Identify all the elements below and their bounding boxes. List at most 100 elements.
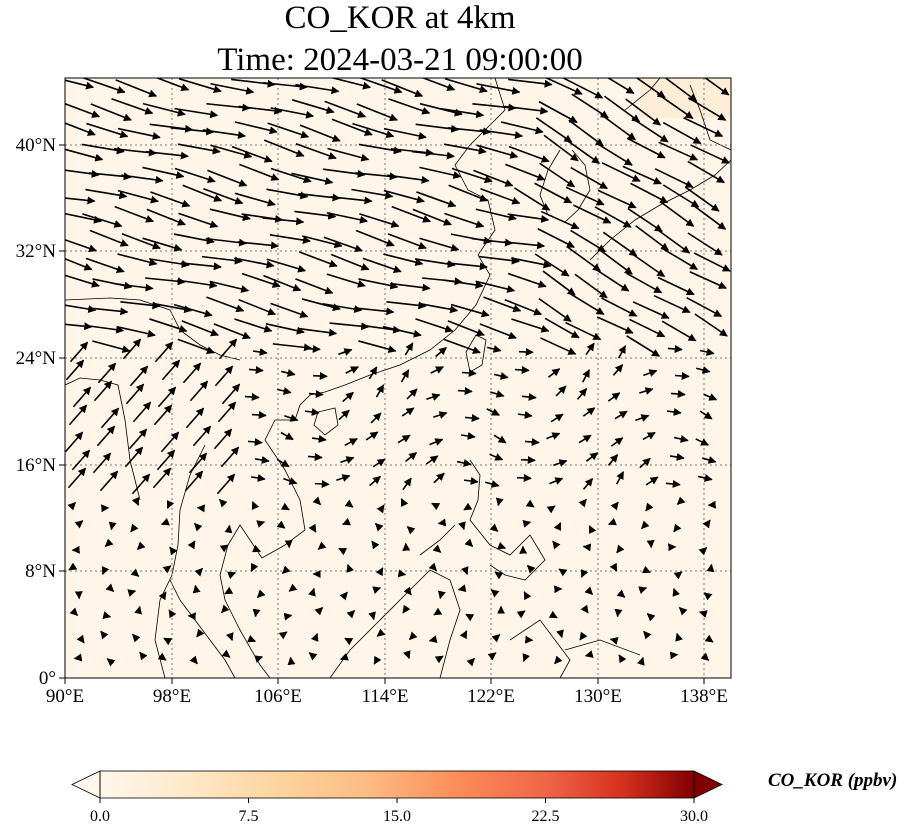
wind-arrow [330, 253, 370, 271]
wind-arrow [463, 502, 473, 511]
wind-arrow [546, 432, 561, 440]
wind-arrow [185, 407, 205, 429]
wind-arrow [234, 121, 278, 135]
wind-arrow [518, 347, 534, 356]
wind-arrow [372, 458, 386, 468]
wind-arrow [600, 113, 636, 141]
wind-arrow [464, 538, 474, 548]
wind-arrow [643, 630, 652, 640]
wind-arrow [238, 298, 277, 316]
taiwan-coast [465, 334, 487, 373]
wind-arrow [182, 184, 223, 202]
wind-arrow [434, 655, 444, 664]
wind-arrow [520, 455, 536, 464]
wind-arrow [375, 384, 385, 398]
wind-arrow [132, 633, 141, 643]
wind-arrow [339, 591, 348, 601]
wind-arrow [673, 435, 689, 443]
wind-arrow [74, 520, 84, 529]
wind-arrow [425, 455, 439, 465]
wind-arrow [295, 278, 334, 295]
wind-arrow [330, 195, 373, 205]
wind-arrow [65, 148, 104, 162]
wind-arrow [83, 78, 126, 94]
wind-arrow [317, 541, 327, 550]
wind-arrow [578, 434, 592, 444]
wind-arrow [400, 498, 409, 508]
wind-arrow [421, 78, 456, 91]
wind-arrow [388, 98, 431, 115]
wind-arrow [565, 321, 602, 341]
wind-arrow [513, 187, 551, 211]
wind-arrow [428, 635, 438, 644]
wind-arrow [302, 235, 343, 249]
wind-arrow [700, 652, 710, 661]
wind-arrow [96, 425, 116, 447]
wind-arrow [582, 478, 594, 490]
wind-arrow [92, 340, 131, 354]
wind-arrow [622, 165, 662, 185]
wind-arrow [280, 502, 290, 511]
wind-arrow [152, 302, 193, 314]
wind-arrow [383, 253, 424, 267]
wind-arrow [568, 119, 604, 147]
wind-arrow [704, 634, 714, 643]
wind-arrow [579, 631, 588, 641]
wind-arrow [504, 105, 549, 115]
wind-arrow [461, 368, 477, 377]
wind-arrow [329, 322, 370, 331]
wind-arrow [270, 302, 309, 318]
wind-arrow [86, 122, 129, 139]
wind-arrow [287, 656, 296, 666]
wind-arrow [570, 229, 607, 253]
wind-arrow [97, 362, 117, 384]
wind-arrow [187, 540, 196, 550]
wind-arrow [507, 272, 547, 288]
wind-arrow [142, 166, 185, 179]
map-title-line2: Time: 2024-03-21 09:00:00 [217, 42, 583, 78]
wind-arrow [339, 652, 349, 661]
wind-arrow [180, 262, 222, 271]
wind-arrow [638, 586, 648, 594]
wind-arrow [457, 386, 473, 395]
wind-arrow [338, 348, 353, 356]
wind-arrow [487, 345, 502, 353]
wind-arrow [534, 182, 573, 204]
wind-arrow [88, 172, 132, 181]
wind-arrow [607, 392, 621, 402]
wind-arrow [416, 191, 457, 208]
lon-tick-label: 98°E [153, 686, 191, 707]
wind-arrow [68, 404, 88, 426]
wind-arrow [284, 539, 293, 549]
wind-arrow [594, 268, 630, 292]
wind-arrow [370, 412, 382, 424]
wind-arrow [202, 129, 247, 139]
wind-arrow [247, 634, 256, 643]
wind-arrow [213, 323, 251, 340]
wind-arrow [585, 452, 599, 462]
wind-arrow [549, 477, 564, 485]
wind-arrow [210, 144, 253, 159]
wind-arrow [92, 452, 112, 474]
wind-arrow [102, 611, 112, 619]
wind-arrow [597, 189, 637, 209]
wind-arrow [68, 562, 78, 571]
wind-arrow [351, 188, 394, 200]
wind-arrow [444, 78, 488, 94]
wind-vectors [65, 78, 731, 667]
wind-arrow [131, 473, 151, 495]
wind-arrow [665, 479, 681, 488]
wind-arrow [352, 122, 395, 139]
wind-arrow [689, 271, 727, 289]
wind-arrow [67, 467, 87, 489]
wind-arrow [136, 541, 146, 551]
wind-arrow [192, 584, 201, 594]
wind-arrow [476, 144, 519, 159]
wind-arrow [308, 652, 318, 661]
wind-arrow [443, 279, 484, 289]
wind-arrow [429, 438, 444, 446]
wind-arrow [433, 607, 443, 616]
wind-arrow [495, 497, 504, 507]
wind-arrow [703, 592, 713, 601]
wind-arrow [639, 387, 654, 395]
